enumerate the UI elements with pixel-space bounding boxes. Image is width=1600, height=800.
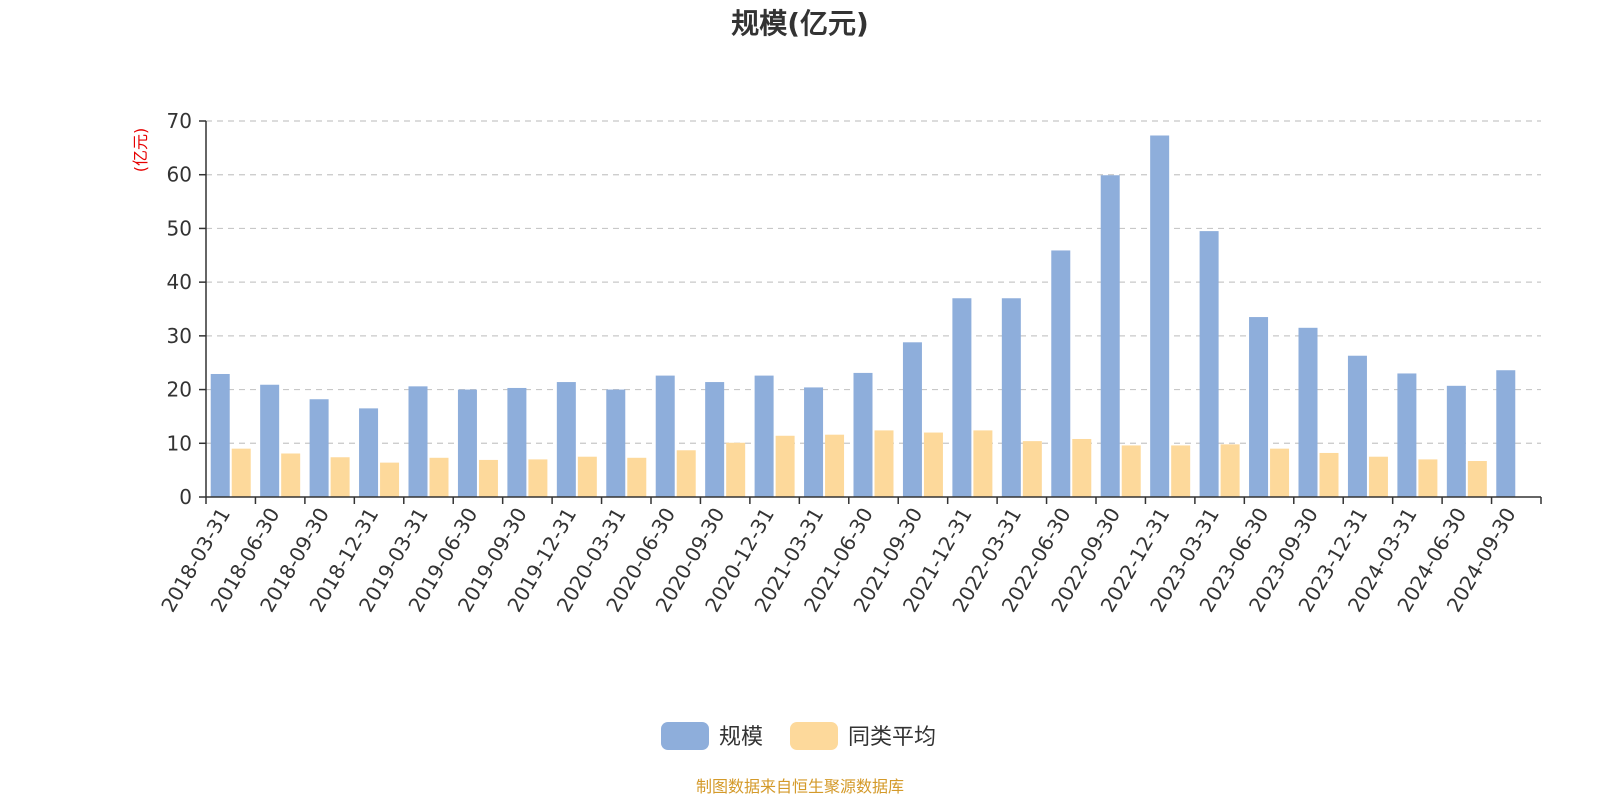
bar-peer-average[interactable] [726,442,746,497]
bar-peer-average[interactable] [1072,438,1092,497]
bar-scale[interactable] [606,389,626,497]
bar-peer-average[interactable] [478,459,498,497]
legend-swatch [661,722,709,750]
bar-scale[interactable] [359,408,379,497]
bar-peer-average[interactable] [1022,441,1042,497]
y-tick-label: 30 [167,324,192,348]
bar-scale[interactable] [1446,385,1466,497]
bar-scale[interactable] [1298,327,1318,497]
bar-peer-average[interactable] [281,453,301,497]
bar-peer-average[interactable] [1220,444,1240,497]
bar-peer-average[interactable] [330,457,350,497]
legend-item-scale[interactable]: 规模 [661,722,763,750]
bar-scale[interactable] [853,372,873,497]
legend[interactable]: 规模 同类平均 [661,722,936,750]
bar-scale[interactable] [1150,135,1170,497]
grid-lines [206,120,1541,444]
bar-scale[interactable] [1100,175,1120,497]
y-tick-label: 0 [179,485,192,509]
bar-scale[interactable] [260,384,280,497]
y-tick-label: 50 [167,216,192,240]
bar-scale[interactable] [1397,373,1417,497]
bar-scale[interactable] [804,387,824,497]
bar-scale[interactable] [457,389,477,497]
bar-scale[interactable] [408,386,428,497]
bar-scale[interactable] [1347,355,1367,497]
bars [210,135,1516,497]
y-tick-label: 60 [167,163,192,187]
bar-peer-average[interactable] [874,430,894,497]
bar-peer-average[interactable] [1121,445,1141,497]
x-ticks: 2018-03-312018-06-302018-09-302018-12-31… [156,497,1542,616]
bar-scale[interactable] [309,399,329,497]
legend-swatch [790,722,838,750]
bar-scale[interactable] [210,373,230,497]
bar-peer-average[interactable] [528,459,548,497]
bar-peer-average[interactable] [775,435,795,497]
bar-scale[interactable] [655,375,675,497]
bar-scale[interactable] [902,342,922,497]
bar-peer-average[interactable] [1368,456,1388,497]
legend-label: 同类平均 [848,725,936,750]
chart-title: 规模(亿元) [731,7,869,40]
y-ticks: 0 10 20 30 40 50 60 70 [167,109,206,509]
bar-scale[interactable] [1496,370,1516,497]
bar-peer-average[interactable] [231,448,251,497]
bar-peer-average[interactable] [973,430,993,497]
bar-scale[interactable] [507,387,527,497]
bar-peer-average[interactable] [1418,459,1438,497]
bar-scale[interactable] [1199,231,1219,497]
bar-peer-average[interactable] [676,450,696,497]
bar-peer-average[interactable] [1467,461,1487,497]
bar-peer-average[interactable] [627,457,647,497]
bar-peer-average[interactable] [1171,445,1191,497]
source-note: 制图数据来自恒生聚源数据库 [696,777,904,796]
y-tick-label: 40 [167,270,192,294]
y-tick-label: 20 [167,378,192,402]
legend-label: 规模 [719,725,763,750]
bar-scale[interactable] [556,382,576,497]
bar-peer-average[interactable] [825,434,845,497]
bar-scale[interactable] [705,382,725,497]
bar-peer-average[interactable] [577,456,597,497]
bar-scale[interactable] [1051,250,1071,497]
y-tick-label: 10 [167,431,192,455]
bar-peer-average[interactable] [1319,452,1339,497]
axes [205,121,1541,498]
bar-scale[interactable] [1001,298,1021,497]
bar-peer-average[interactable] [1270,448,1290,497]
bar-scale[interactable] [952,298,972,497]
legend-item-peer-average[interactable]: 同类平均 [790,722,936,750]
bar-peer-average[interactable] [429,457,449,497]
bar-scale[interactable] [754,375,774,497]
y-axis-label: (亿元) [131,128,150,173]
bar-peer-average[interactable] [380,462,400,497]
bar-scale[interactable] [1249,317,1269,497]
bar-peer-average[interactable] [923,432,943,497]
y-tick-label: 70 [167,109,192,133]
